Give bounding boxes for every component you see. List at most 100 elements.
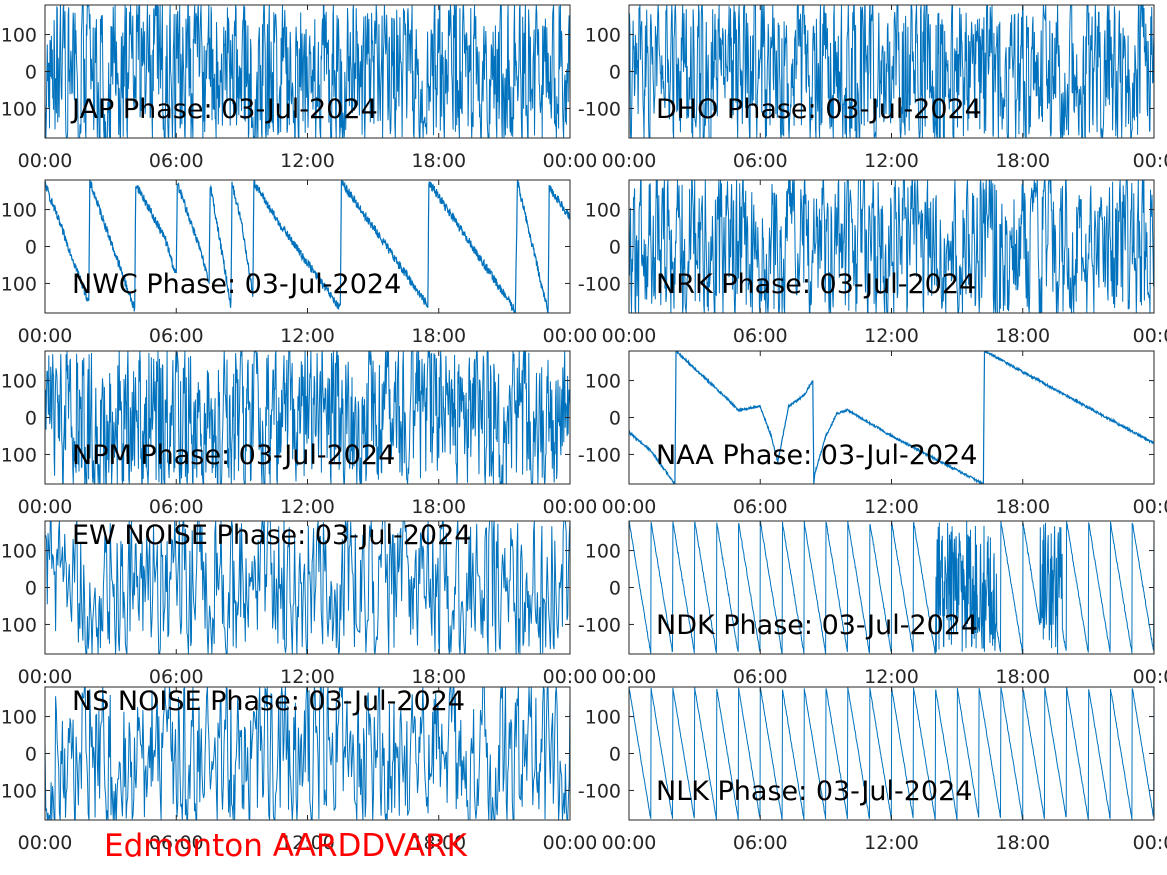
y-tick-label: 100: [1, 25, 37, 47]
panel-title: NLK Phase: 03-Jul-2024: [656, 776, 972, 807]
panel-title: EW NOISE Phase: 03-Jul-2024: [72, 520, 471, 551]
y-tick-label: 0: [609, 237, 621, 259]
x-tick-label: 06:00: [733, 666, 788, 688]
x-tick-label: 18:00: [411, 496, 466, 518]
series-line: [45, 521, 570, 654]
y-tick-label: 100: [585, 25, 621, 47]
series-line: [629, 687, 1154, 820]
x-tick-label: 00:00: [602, 496, 657, 518]
x-tick-label: 06:00: [733, 325, 788, 347]
panel-nwc: 100 0 100 00:00 06:00 12:00 18:00 00:00 NWC Phas…: [1, 179, 598, 347]
x-tick-label: 12:00: [280, 832, 335, 854]
x-tick-label: 06:00: [149, 666, 204, 688]
y-tick-label: 100: [1, 444, 37, 466]
y-tick-label: 100: [1, 98, 37, 120]
x-tick-label: 06:00: [149, 496, 204, 518]
panel-ew-noise: 100 0 100 00:00 06:00 12:00 18:00 00:00 EW NOISE…: [1, 520, 598, 688]
x-tick-label: 12:00: [864, 496, 919, 518]
x-tick-label: 18:00: [995, 666, 1050, 688]
y-tick-label: 0: [25, 744, 37, 766]
panel-ndk: 100 0 -100 00:00 06:00 12:00 18:00 00:0 NDK Phas…: [578, 520, 1167, 688]
x-tick-label: 18:00: [995, 325, 1050, 347]
series-line: [629, 521, 1154, 654]
x-tick-label: 00:00: [543, 325, 598, 347]
plot-area: [45, 180, 570, 313]
x-tick-label: 06:00: [149, 150, 204, 172]
x-tick-label: 00:0: [1133, 150, 1167, 172]
x-tick-label: 12:00: [864, 832, 919, 854]
x-tick-label: 00:0: [1133, 325, 1167, 347]
series-line: [629, 180, 1154, 313]
panel-title: NRK Phase: 03-Jul-2024: [656, 269, 976, 300]
panel-title: NPM Phase: 03-Jul-2024: [72, 440, 395, 471]
panel-title: NAA Phase: 03-Jul-2024: [656, 440, 977, 471]
y-tick-label: 100: [1, 273, 37, 295]
x-tick-label: 00:00: [602, 666, 657, 688]
x-tick-label: 00:0: [1133, 496, 1167, 518]
y-tick-label: -100: [578, 98, 621, 120]
y-tick-label: 100: [585, 200, 621, 222]
panel-jap: 100 0 100 00:00 06:00 12:00 18:00 00:00 JAP Phas…: [1, 4, 598, 172]
panel-title: JAP Phase: 03-Jul-2024: [70, 94, 378, 125]
y-tick-label: 100: [585, 541, 621, 563]
panel-nlk: 100 0 -100 00:00 06:00 12:00 18:00 00:0 NLK Phas…: [578, 686, 1167, 854]
y-tick-label: -100: [578, 273, 621, 295]
y-tick-label: 0: [609, 578, 621, 600]
x-tick-label: 12:00: [864, 150, 919, 172]
series-line: [45, 687, 570, 820]
panel-title: NDK Phase: 03-Jul-2024: [656, 610, 978, 641]
panel-dho: 100 0 -100 00:00 06:00 12:00 18:00 00:0 DHO Phas…: [578, 4, 1167, 172]
y-tick-label: 100: [585, 371, 621, 393]
y-tick-label: 0: [609, 744, 621, 766]
x-tick-label: 06:00: [733, 832, 788, 854]
x-tick-label: 12:00: [280, 496, 335, 518]
y-tick-label: -100: [578, 614, 621, 636]
x-tick-label: 12:00: [280, 325, 335, 347]
x-tick-label: 18:00: [411, 832, 466, 854]
x-tick-label: 06:00: [733, 496, 788, 518]
x-tick-label: 06:00: [149, 832, 204, 854]
x-tick-label: 18:00: [995, 832, 1050, 854]
y-tick-label: 100: [1, 200, 37, 222]
y-tick-label: 100: [585, 707, 621, 729]
x-tick-label: 00:00: [543, 496, 598, 518]
y-tick-label: 0: [25, 62, 37, 84]
x-tick-label: 06:00: [733, 150, 788, 172]
x-tick-label: 00:00: [543, 150, 598, 172]
footer-station-label: Edmonton AARDDVARK: [104, 828, 468, 864]
x-tick-label: 18:00: [411, 150, 466, 172]
x-tick-label: 00:00: [18, 666, 73, 688]
x-tick-label: 12:00: [280, 150, 335, 172]
panel-title: NWC Phase: 03-Jul-2024: [72, 269, 401, 300]
y-tick-label: 100: [1, 780, 37, 802]
x-tick-label: 00:00: [602, 325, 657, 347]
x-tick-label: 18:00: [995, 496, 1050, 518]
panel-naa: 100 0 -100 00:00 06:00 12:00 18:00 00:0 NAA Phas…: [578, 350, 1167, 518]
series-line: [629, 351, 1154, 484]
x-tick-label: 18:00: [411, 325, 466, 347]
y-tick-label: 100: [1, 707, 37, 729]
panel-title: NS NOISE Phase: 03-Jul-2024: [72, 686, 465, 717]
y-tick-label: 0: [25, 237, 37, 259]
x-tick-label: 00:00: [602, 832, 657, 854]
y-tick-label: -100: [578, 444, 621, 466]
x-tick-label: 00:00: [18, 325, 73, 347]
series-line: [45, 5, 570, 138]
x-tick-label: 00:00: [602, 150, 657, 172]
series-line: [45, 180, 570, 313]
y-tick-label: 0: [25, 578, 37, 600]
x-tick-label: 18:00: [995, 150, 1050, 172]
x-tick-label: 12:00: [864, 666, 919, 688]
x-tick-label: 12:00: [864, 325, 919, 347]
y-tick-label: 0: [609, 408, 621, 430]
panel-npm: 100 0 100 00:00 06:00 12:00 18:00 00:00 NPM Phas…: [1, 350, 598, 518]
x-tick-label: 00:00: [18, 496, 73, 518]
x-tick-label: 06:00: [149, 325, 204, 347]
x-tick-label: 00:00: [543, 666, 598, 688]
y-tick-label: 0: [25, 408, 37, 430]
x-tick-label: 18:00: [411, 666, 466, 688]
y-tick-label: 100: [1, 541, 37, 563]
y-tick-label: 100: [1, 371, 37, 393]
y-tick-label: 0: [609, 62, 621, 84]
